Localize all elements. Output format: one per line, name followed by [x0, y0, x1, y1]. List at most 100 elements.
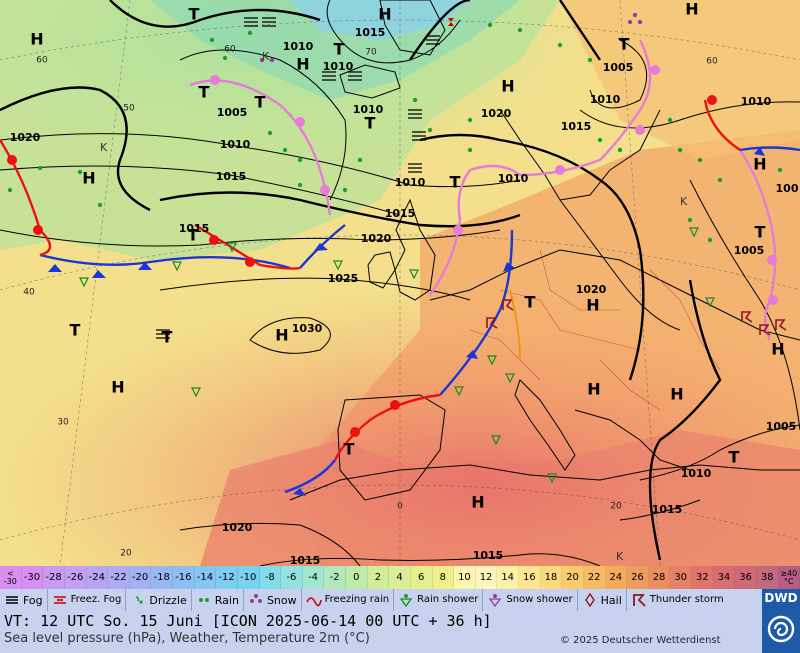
dwd-logo: DWD	[762, 589, 800, 653]
isobar	[619, 499, 701, 521]
isobar	[249, 317, 331, 354]
cold-front-triangle	[48, 264, 62, 272]
scale-cell: 36	[735, 566, 757, 589]
warm-front-semicircle	[350, 427, 360, 437]
scale-cell: -10	[237, 566, 260, 589]
isobar-label: 1010	[681, 467, 712, 480]
fog-icon	[6, 596, 18, 604]
low-pressure-center: T	[199, 83, 210, 102]
scale-cell: 24	[605, 566, 628, 589]
temperature-isotherm-labels: 60 60 50 40 30 20 0 20 60 70	[23, 45, 718, 559]
freezing-fog-symbol	[448, 18, 454, 26]
valid-time: VT: 12 UTC So. 15 Juni [ICON 2025-06-14 …	[4, 612, 492, 630]
scale-cell: -4	[302, 566, 325, 589]
scale-cell: -28	[43, 566, 65, 589]
isobar	[689, 179, 800, 431]
scale-label: ≥40	[780, 568, 798, 578]
low-pressure-center: T	[729, 448, 740, 467]
cold-front-triangle	[314, 243, 328, 251]
scale-cell: 26	[627, 566, 649, 589]
legend-label: Rain shower	[417, 594, 479, 605]
legend-label: Rain	[214, 593, 239, 607]
low-pressure-center: T	[344, 440, 355, 459]
cold-front	[439, 229, 514, 396]
legend-snow: Snow	[244, 589, 302, 611]
scale-cell: -22	[108, 566, 130, 589]
snow-marker: K K K K	[100, 50, 688, 563]
svg-text:K: K	[100, 141, 108, 154]
legend-label: Freez. Fog	[70, 594, 122, 605]
rain-shower-icon	[399, 594, 413, 607]
snow-shower-icon	[489, 594, 502, 607]
scale-cell: 14	[497, 566, 519, 589]
scale-cell: 34	[713, 566, 736, 589]
low-pressure-center: T	[162, 328, 173, 347]
isotherm-label: 60	[706, 57, 718, 67]
warm-front	[333, 393, 441, 461]
legend-rain-shower: Rain shower	[394, 589, 484, 611]
high-pressure-center: H	[587, 380, 600, 399]
isotherm-label: 70	[365, 48, 377, 58]
fog-symbol	[156, 17, 440, 339]
isotherm-label: 20	[610, 502, 622, 512]
scale-cell: 0	[346, 566, 368, 589]
occlusion-symbol	[320, 185, 330, 195]
isotherm-label: 60	[36, 56, 48, 66]
isobar	[639, 424, 800, 481]
scale-cell: 10	[454, 566, 476, 589]
scale-cell: -14	[194, 566, 217, 589]
cold-front-triangle	[293, 488, 306, 496]
coast-british-isles	[394, 198, 436, 301]
warm-front-semicircle	[33, 225, 43, 235]
coordinate-grid	[0, 0, 800, 566]
high-pressure-center: H	[771, 340, 784, 359]
scale-cell: -2	[324, 566, 346, 589]
isobar	[0, 165, 401, 216]
high-pressure-center: H	[275, 326, 288, 345]
isobar	[0, 229, 501, 247]
isobar-label: 1010	[498, 172, 529, 185]
occlusion-symbol	[768, 295, 778, 305]
cold-front-triangle	[466, 350, 478, 359]
isobar-label: 1015	[385, 207, 416, 220]
legend-label: Snow	[266, 593, 297, 607]
svg-text:K: K	[616, 550, 624, 563]
coast-ireland	[367, 251, 396, 289]
warm-front	[703, 99, 741, 151]
warm-front-semicircle	[245, 257, 255, 267]
rain-shower-symbol	[7, 22, 783, 243]
freezing-fog-icon	[53, 596, 66, 604]
scale-cell: 8	[432, 566, 455, 589]
svg-text:K: K	[680, 195, 688, 208]
map-footer: VT: 12 UTC So. 15 Juni [ICON 2025-06-14 …	[0, 611, 762, 653]
isobar	[589, 39, 648, 109]
scale-cell: 18	[540, 566, 563, 589]
isobar-label: 1010	[590, 93, 621, 106]
isobar-label: 1005	[603, 61, 634, 74]
isobar-label: 1015	[355, 26, 386, 39]
isobar-label: 1010	[741, 95, 772, 108]
legend-hail: Hail	[578, 589, 627, 611]
freezing-rain-icon	[305, 597, 322, 607]
low-pressure-center: T	[450, 173, 461, 192]
weather-map: K K K K 60 60 50 40 30 20 0 20 60 70 1015 1010 1010…	[0, 0, 800, 566]
cold-front	[284, 459, 336, 494]
rain-shower-triangle-symbol	[79, 227, 715, 484]
scale-cell: -26	[64, 566, 87, 589]
isobar-label: 1025	[328, 272, 359, 285]
isobar-label: 1010	[353, 103, 384, 116]
low-pressure-center: T	[755, 223, 766, 242]
occlusion-symbol	[767, 255, 777, 265]
dwd-spiral-icon	[767, 615, 795, 643]
weather-symbols: K K K K	[7, 12, 787, 563]
low-pressure-center: T	[188, 226, 199, 245]
isobar-label: 1015	[179, 222, 210, 235]
low-pressure-center: T	[525, 293, 536, 312]
isobar-label: 1005	[766, 420, 797, 433]
scale-cell: 38	[756, 566, 779, 589]
occlusion-symbol	[210, 75, 220, 85]
isobar-1025	[628, 249, 645, 381]
scale-cell-max: ≥40 °C	[778, 566, 800, 589]
legend-freezing-rain: Freezing rain	[302, 589, 395, 611]
scale-cell: 28	[648, 566, 671, 589]
